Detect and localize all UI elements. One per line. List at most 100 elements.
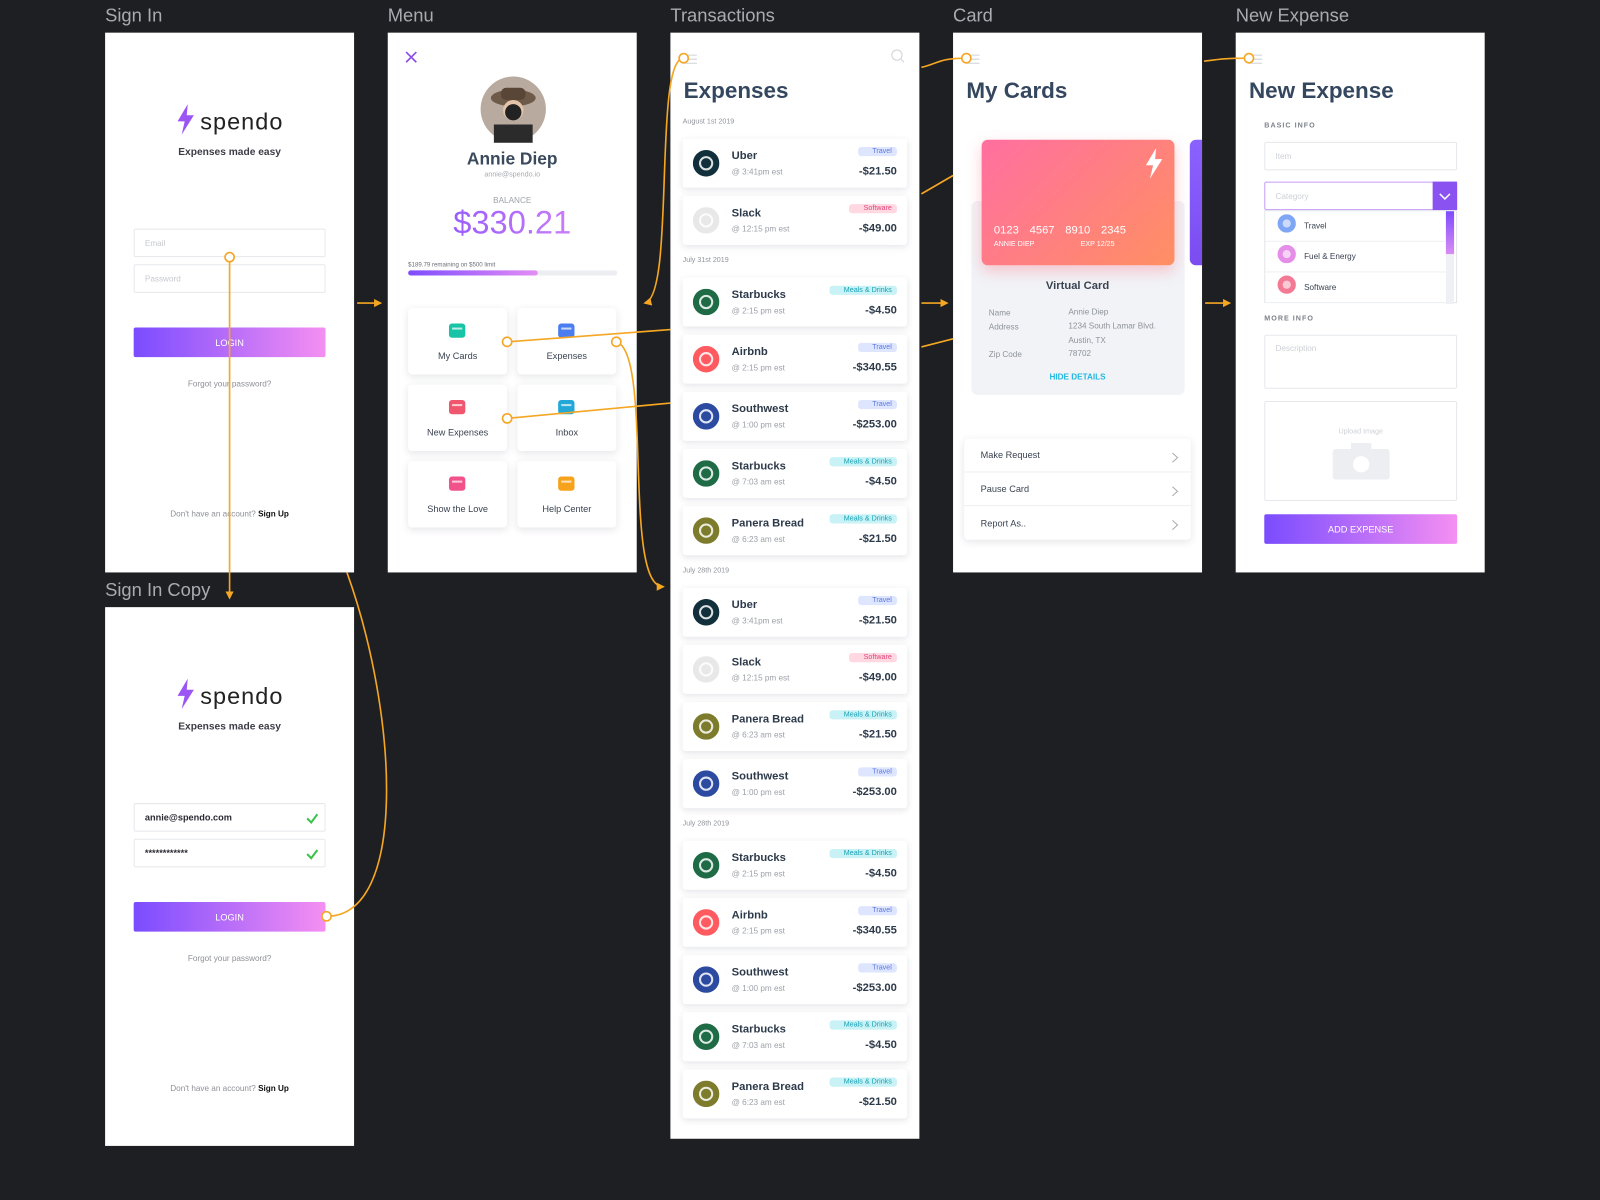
menu-tile[interactable]: Inbox [517,384,617,452]
transaction-amount: -$21.50 [858,532,897,545]
transaction-time: @ 2:15 pm est [731,306,785,316]
transaction-row[interactable]: Slack @ 12:15 pm est Software -$49.00 [682,195,908,245]
card-logo [1144,147,1164,184]
transaction-row[interactable]: Southwest @ 1:00 pm est Travel -$253.00 [682,955,908,1005]
chevron-down[interactable] [1433,182,1457,211]
limit-bar-fill [408,270,538,276]
menu-tile[interactable]: My Cards [408,308,508,375]
merchant-logo [692,1023,720,1050]
transaction-time: @ 7:03 am est [731,1040,785,1050]
transaction-row[interactable]: Panera Bread @ 6:23 am est Meals & Drinks -… [682,1069,908,1119]
merchant-icon [692,460,720,492]
transaction-row[interactable]: Southwest @ 1:00 pm est Travel -$253.00 [682,759,908,809]
dropdown-option[interactable]: Software [1265,272,1446,304]
email-input[interactable]: annie@spendo.com [133,803,326,832]
detail-label: Address [988,322,1019,332]
menu-tile[interactable]: Show the Love [408,461,508,528]
hamburger[interactable] [682,54,697,64]
hamburger[interactable] [965,54,980,64]
forgot-link[interactable]: Forgot your password? [187,379,272,389]
transaction-row[interactable]: Uber @ 3:41pm est Travel -$21.50 [682,138,908,188]
merchant-icon [692,149,720,182]
tagline: Expenses made easy [178,146,281,159]
password-input[interactable]: ************ [133,838,326,868]
date-header: July 31st 2019 [682,257,729,265]
category-badge: Travel [857,399,897,410]
card-number-group: 8910 [1065,224,1091,237]
menu-tile[interactable]: Expenses [517,308,617,375]
menu-tile[interactable]: New Expenses [408,384,508,452]
transaction-row[interactable]: Slack @ 12:15 pm est Software -$49.00 [682,644,908,694]
card-holder: ANNIE DIEP [993,240,1035,248]
merchant-icon [692,852,720,884]
transaction-row[interactable]: Starbucks @ 7:03 am est Meals & Drinks -$4.… [682,1012,908,1062]
email-text: Email [144,238,166,248]
tile-icon [447,473,467,499]
upload-box[interactable]: Upload Image [1264,401,1458,502]
chevron-right [1172,486,1179,497]
transaction-row[interactable]: Airbnb @ 2:15 pm est Travel -$340.55 [682,334,908,384]
board-label: New Expense [1235,5,1350,26]
description-input[interactable]: Description [1264,334,1458,389]
profile-email: annie@spendo.io [484,171,541,179]
merchant-name: Uber [731,598,758,612]
dropdown-option[interactable]: Travel [1265,211,1446,242]
credit-card[interactable]: 0123 4567 8910 2345 ANNIE DIEP EXP 12/25 [981,139,1175,266]
merchant-logo [692,460,720,487]
merchant-logo [692,656,720,683]
add-expense-button[interactable]: ADD EXPENSE [1264,514,1458,544]
tile-label: Expenses [546,351,588,362]
transaction-list: August 1st 2019 Uber @ 3:41pm est Travel -$2… [682,114,908,1126]
forgot-link[interactable]: Forgot your password? [187,954,272,964]
actions-panel: Make Request Pause Card Report As.. [964,438,1191,540]
category-badge: Meals & Drinks [829,285,897,295]
detail-value: 1234 South Lamar Blvd. Austin, TX [1068,321,1156,345]
tile-icon [447,320,467,346]
category-badge: Meals & Drinks [829,1020,897,1030]
merchant-logo [692,852,720,879]
action-row[interactable]: Pause Card [964,472,1191,507]
login-button[interactable]: LOGIN [133,327,326,358]
email-input[interactable]: Email [133,228,326,258]
transaction-time: @ 12:15 pm est [731,673,790,683]
screen-title: Expenses [683,77,789,104]
check-icon [306,847,319,865]
close[interactable] [405,51,417,63]
merchant-icon [692,966,720,998]
transaction-row[interactable]: Southwest @ 1:00 pm est Travel -$253.00 [682,391,908,441]
item-input[interactable]: Item [1264,141,1458,171]
date-header: July 28th 2019 [682,820,730,828]
merchant-icon [692,207,720,239]
hide-details-link[interactable]: HIDE DETAILS [1049,372,1106,382]
transaction-row[interactable]: Panera Bread @ 6:23 am est Meals & Drinks -… [682,506,908,556]
signup-link[interactable]: Sign Up [258,509,289,519]
merchant-logo [692,598,720,626]
dropdown-button [1432,181,1458,211]
transaction-row[interactable]: Uber @ 3:41pm est Travel -$21.50 [682,587,908,637]
dropdown-option[interactable]: Fuel & Energy [1265,242,1446,273]
password-input[interactable]: Password [133,264,326,293]
merchant-name: Southwest [731,966,789,979]
transaction-row[interactable]: Panera Bread @ 6:23 am est Meals & Drinks -… [682,702,908,752]
transaction-row[interactable]: Airbnb @ 2:15 pm est Travel -$340.55 [682,897,908,947]
transaction-row[interactable]: Starbucks @ 7:03 am est Meals & Drinks -$4.… [682,448,908,498]
detail-label: Zip Code [988,349,1022,360]
login-button[interactable]: LOGIN [133,902,326,932]
category-select[interactable]: Category [1264,181,1458,211]
hamburger[interactable] [1247,54,1263,64]
transaction-time: @ 6:23 am est [731,534,785,544]
transaction-row[interactable]: Starbucks @ 2:15 pm est Meals & Drinks -$4.… [682,840,908,890]
menu-tile[interactable]: Help Center [517,461,617,528]
category-badge: Software [849,653,897,663]
action-row[interactable]: Report As.. [964,506,1191,540]
dropdown-scroll-thumb [1445,211,1455,255]
signup-link[interactable]: Sign Up [258,1083,289,1093]
artboard: Annie Diep annie@spendo.io BALANCE $330.21 $… [387,32,637,573]
transaction-time: @ 3:41pm est [731,616,783,626]
transaction-amount: -$4.50 [865,867,897,880]
search[interactable] [891,49,905,63]
tile-label: Show the Love [427,504,489,515]
board-label: Menu [387,5,434,26]
action-row[interactable]: Make Request [964,439,1191,473]
transaction-row[interactable]: Starbucks @ 2:15 pm est Meals & Drinks -$4.… [682,277,908,327]
